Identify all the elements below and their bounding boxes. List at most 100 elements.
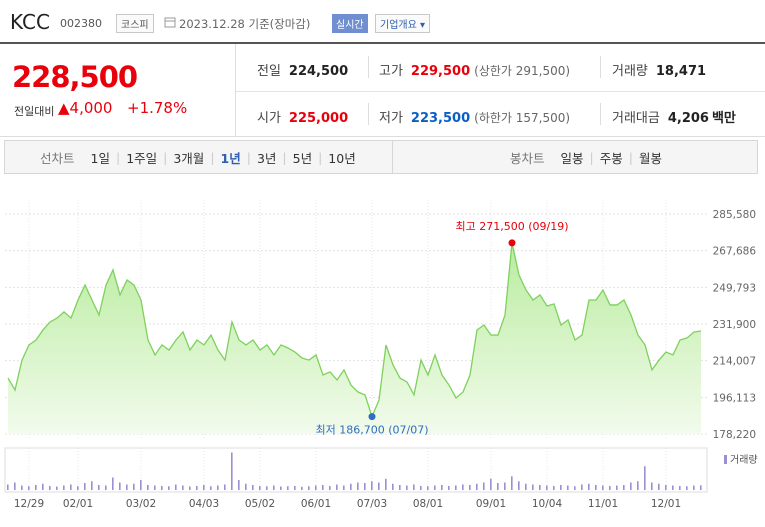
volume-bar bbox=[462, 484, 464, 490]
volume-bar bbox=[665, 485, 667, 490]
volume-bar bbox=[406, 485, 408, 490]
change: ▲4,000 bbox=[58, 99, 113, 117]
stat-label: 시가 bbox=[257, 111, 281, 126]
volume-bar bbox=[595, 485, 597, 490]
volume-bar bbox=[385, 478, 387, 490]
stat: 전일 224,500 bbox=[257, 60, 348, 79]
tab-divider: | bbox=[163, 150, 168, 165]
volume-bar bbox=[133, 483, 135, 490]
company-menu-text[interactable]: 기업개요 bbox=[380, 20, 417, 31]
volume-bar bbox=[469, 485, 471, 490]
tab-item[interactable]: 5년 bbox=[292, 151, 313, 166]
volume-bar bbox=[448, 486, 450, 490]
y-tick-label: 196,113 bbox=[713, 392, 756, 404]
volume-bar bbox=[210, 486, 212, 490]
volume-bar bbox=[105, 485, 107, 490]
volume-bar bbox=[287, 486, 289, 490]
volume-bar bbox=[476, 483, 478, 490]
tab-item[interactable]: 주봉 bbox=[599, 151, 623, 166]
x-tick-label: 09/01 bbox=[476, 498, 506, 510]
volume-bar bbox=[637, 481, 639, 490]
volume-bar bbox=[245, 483, 247, 490]
realtime-badge[interactable]: 실시간 bbox=[332, 14, 368, 33]
tab-item[interactable]: 1주일 bbox=[126, 151, 158, 166]
stat: 거래량 18,471 bbox=[612, 60, 706, 79]
extreme-dot bbox=[508, 239, 516, 247]
sep bbox=[600, 103, 601, 125]
tab-item[interactable]: 10년 bbox=[328, 151, 356, 166]
company-menu[interactable]: 기업개요 ▾ bbox=[375, 14, 431, 33]
calendar-icon bbox=[164, 17, 176, 28]
price-line bbox=[7, 242, 702, 419]
y-tick-label: 267,686 bbox=[713, 246, 757, 258]
stat-unit: 백만 bbox=[711, 111, 736, 126]
volume-bar bbox=[77, 486, 79, 490]
volume-bar bbox=[266, 486, 268, 490]
tab-divider: | bbox=[282, 150, 287, 165]
change-pct: +1.78% bbox=[127, 99, 188, 117]
row-rule bbox=[236, 91, 765, 92]
change-label: 전일대비 bbox=[14, 105, 55, 118]
volume-bar bbox=[301, 486, 303, 490]
legend-swatch bbox=[724, 455, 727, 464]
volume-bar bbox=[203, 485, 205, 490]
volume-bar bbox=[21, 485, 23, 490]
date: 2023.12.28 기준(장마감) bbox=[179, 17, 311, 31]
volume-bar bbox=[455, 485, 457, 490]
volume-bar bbox=[147, 485, 149, 490]
stat-value: 4,206 bbox=[667, 111, 709, 126]
tab-item[interactable]: 1년 bbox=[220, 151, 241, 166]
volume-bar bbox=[231, 452, 233, 490]
volume-bar bbox=[609, 486, 611, 490]
volume-bar bbox=[294, 486, 296, 490]
volume-bar bbox=[364, 483, 366, 490]
y-tick-label: 231,900 bbox=[713, 319, 756, 331]
tab-item[interactable]: 월봉 bbox=[638, 151, 662, 166]
volume-bar bbox=[679, 486, 681, 490]
tab-group: 봉차트 일봉 | 주봉 | 월봉 bbox=[510, 148, 662, 167]
tab-label: 봉차트 bbox=[510, 151, 545, 166]
volume-bar bbox=[7, 484, 9, 490]
volume-bar bbox=[252, 485, 254, 490]
volume-bar bbox=[196, 486, 198, 490]
volume-bar bbox=[224, 484, 226, 490]
volume-bar bbox=[168, 486, 170, 490]
stat-note: (상한가 291,500) bbox=[474, 64, 571, 78]
volume-bar bbox=[91, 481, 93, 490]
x-tick-label: 08/01 bbox=[413, 498, 443, 510]
volume-bar bbox=[42, 483, 44, 490]
tab-divider: | bbox=[589, 150, 594, 165]
volume-bar bbox=[70, 484, 72, 490]
stat-label: 거래량 bbox=[612, 64, 648, 79]
tab-item[interactable]: 1일 bbox=[90, 151, 110, 166]
volume-bar bbox=[336, 484, 338, 490]
volume-bar bbox=[483, 482, 485, 490]
volume-bar bbox=[574, 486, 576, 490]
volume-bar bbox=[630, 482, 632, 490]
volume-bar bbox=[441, 485, 443, 490]
tab-item[interactable]: 일봉 bbox=[560, 151, 584, 166]
volume-bar bbox=[651, 482, 653, 490]
volume-bar bbox=[602, 485, 604, 490]
volume-bar bbox=[567, 485, 569, 490]
volume-bar bbox=[126, 484, 128, 490]
tab-divider: | bbox=[628, 150, 633, 165]
volume-bar bbox=[539, 485, 541, 490]
volume-bar bbox=[280, 486, 282, 490]
stat-value: 223,500 bbox=[410, 111, 471, 126]
volume-bar bbox=[644, 466, 646, 490]
volume-bar bbox=[434, 485, 436, 490]
volume-panel bbox=[4, 447, 708, 493]
area-fill bbox=[8, 242, 701, 434]
volume-bar bbox=[322, 485, 324, 490]
annotation: 최저 186,700 (07/07) bbox=[315, 424, 428, 437]
price: 228,500 bbox=[12, 60, 138, 94]
volume-bar bbox=[504, 482, 506, 490]
legend-label: 거래량 bbox=[730, 454, 758, 466]
header-rule bbox=[0, 42, 765, 44]
tab-item[interactable]: 3개월 bbox=[173, 151, 205, 166]
tab-item[interactable]: 3년 bbox=[256, 151, 277, 166]
x-tick-label: 12/01 bbox=[651, 498, 681, 510]
volume-bar bbox=[273, 485, 275, 490]
volume-bar bbox=[238, 480, 240, 490]
